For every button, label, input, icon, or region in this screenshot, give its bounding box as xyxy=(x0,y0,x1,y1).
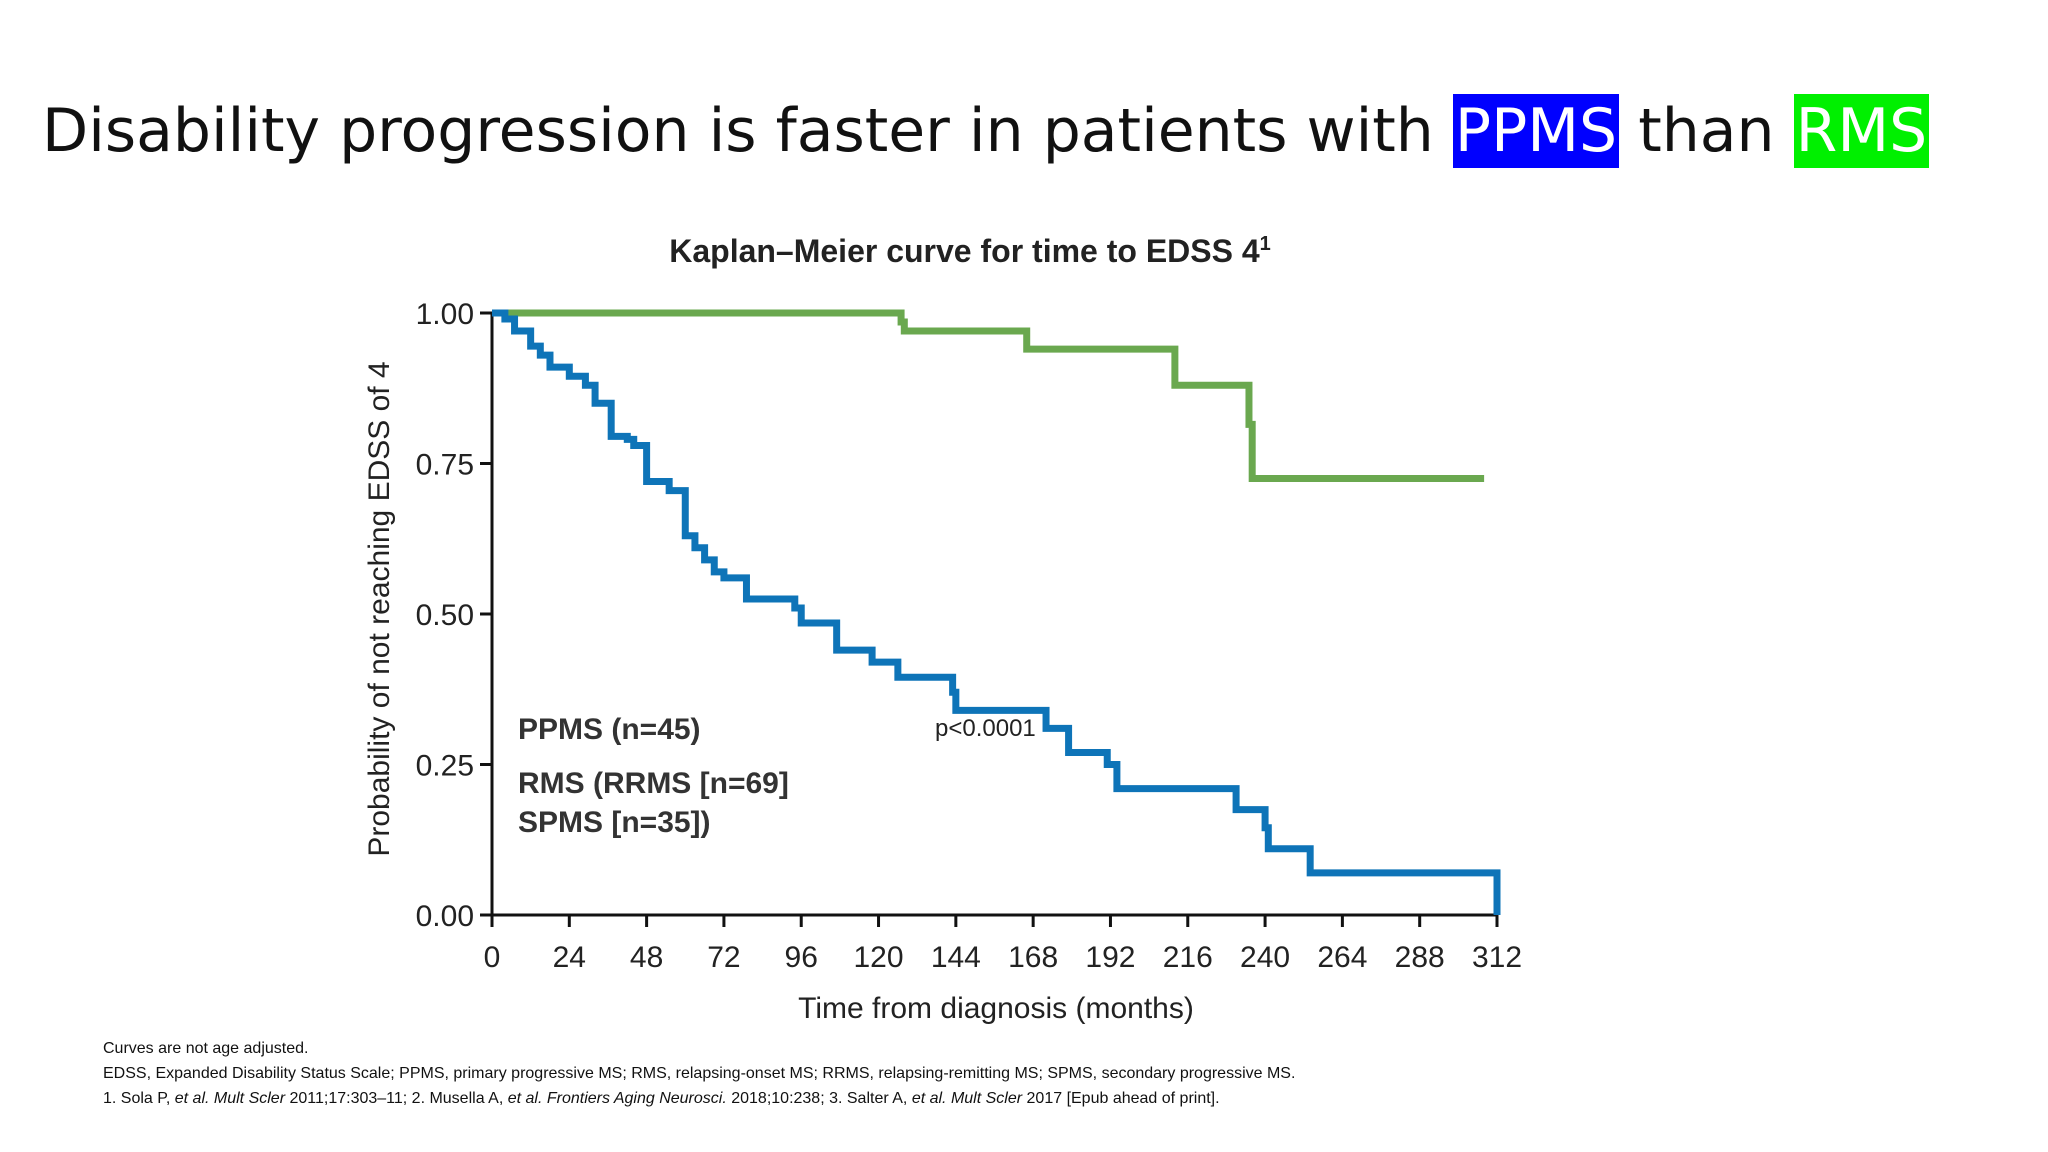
y-tick-label: 0.00 xyxy=(416,900,474,933)
y-tick-label: 1.00 xyxy=(416,298,474,331)
x-tick-label: 144 xyxy=(931,941,981,974)
title-middle: than xyxy=(1619,96,1794,166)
legend-ppms-label: PPMS (n=45) xyxy=(518,713,701,746)
chart-title-superscript: 1 xyxy=(1260,233,1271,255)
x-tick-label: 48 xyxy=(630,941,663,974)
x-tick-label: 192 xyxy=(1085,941,1135,974)
axes: 0 24 48 72 96 120 144 168 192 216 240 264 288 312 0.00… xyxy=(416,298,1522,974)
title-ppms-highlight: PPMS xyxy=(1452,94,1620,168)
x-tick-label: 72 xyxy=(707,941,740,974)
chart-title-text: Kaplan–Meier curve for time to EDSS 4 xyxy=(669,233,1260,269)
y-axis-label: Probability of not reaching EDSS of 4 xyxy=(363,361,396,856)
footnote-ref-2: 2011;17:303–11; 2. Musella A, xyxy=(285,1090,508,1107)
legend-rms-label-line2: SPMS [n=35]) xyxy=(518,806,711,839)
footnotes: Curves are not age adjusted. EDSS, Expan… xyxy=(103,1036,1295,1111)
chart-title: Kaplan–Meier curve for time to EDSS 41 xyxy=(669,233,1271,269)
y-tick-label: 0.25 xyxy=(416,750,474,783)
footnote-line-2: EDSS, Expanded Disability Status Scale; … xyxy=(103,1065,1296,1082)
footnote-ref-3: 2018;10:238; 3. Salter A, xyxy=(726,1090,912,1107)
x-axis-label: Time from diagnosis (months) xyxy=(798,992,1194,1025)
title-rms-highlight: RMS xyxy=(1793,94,1930,168)
footnote-line-1: Curves are not age adjusted. xyxy=(103,1040,309,1057)
x-tick-label: 240 xyxy=(1240,941,1290,974)
series-layer xyxy=(492,309,1501,915)
x-tick-label: 264 xyxy=(1317,941,1367,974)
x-tick-label: 288 xyxy=(1395,941,1445,974)
x-tick-label: 96 xyxy=(785,941,818,974)
footnote-ref-3-journal: et al. Mult Scler xyxy=(911,1090,1023,1107)
x-tick-label: 312 xyxy=(1472,941,1522,974)
x-tick-label: 216 xyxy=(1163,941,1213,974)
p-value-label: p<0.0001 xyxy=(935,715,1036,742)
footnote-ref-2-journal: et al. Frontiers Aging Neurosci. xyxy=(507,1090,727,1107)
title-prefix: Disability progression is faster in pati… xyxy=(42,96,1453,166)
footnote-ref-1-journal: et al. Mult Scler xyxy=(174,1090,286,1107)
y-tick-label: 0.75 xyxy=(416,449,474,482)
footnote-line-3: 1. Sola P, et al. Mult Scler 2011;17:303… xyxy=(103,1086,1295,1111)
footnote-ref-1: 1. Sola P, xyxy=(103,1090,175,1107)
x-tick-label: 0 xyxy=(484,941,501,974)
ppms-survival-curve xyxy=(492,309,1501,915)
x-tick-label: 24 xyxy=(553,941,586,974)
y-tick-label: 0.50 xyxy=(416,599,474,632)
footnote-ref-3-tail: 2017 [Epub ahead of print]. xyxy=(1022,1090,1220,1107)
rms-survival-curve xyxy=(492,309,1485,483)
x-tick-label: 168 xyxy=(1008,941,1058,974)
x-tick-label: 120 xyxy=(854,941,904,974)
legend-rms-label-line1: RMS (RRMS [n=69] xyxy=(518,767,789,800)
slide-title: Disability progression is faster in pati… xyxy=(42,86,1930,176)
